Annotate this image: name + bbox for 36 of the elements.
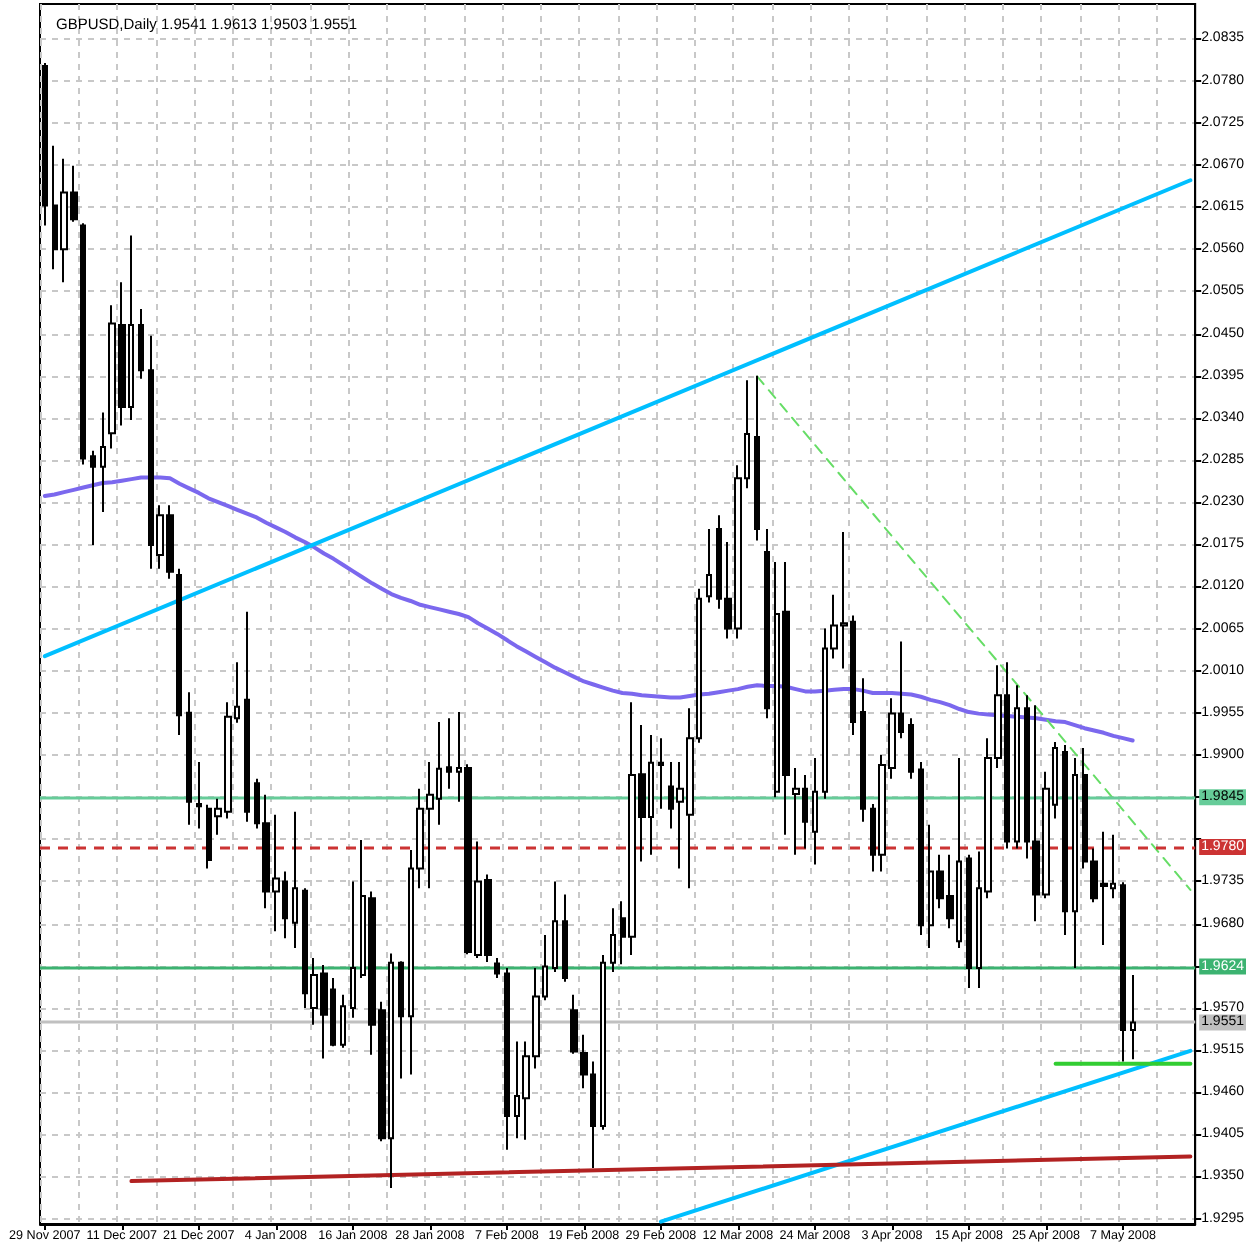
candlestick	[398, 960, 404, 1080]
line-series	[42, 475, 1135, 743]
candlestick	[1072, 757, 1078, 970]
candlestick	[80, 222, 86, 466]
candlestick	[1130, 973, 1136, 1061]
candlestick	[1014, 684, 1020, 850]
candlestick	[292, 810, 298, 950]
candlestick	[244, 610, 250, 823]
candlestick	[1120, 881, 1126, 1063]
candlestick	[186, 691, 192, 826]
candlestick	[918, 760, 924, 937]
candlestick	[764, 527, 770, 720]
candlestick	[600, 954, 606, 1131]
candlestick	[350, 880, 356, 1019]
candlestick	[610, 907, 616, 973]
candlestick	[792, 767, 800, 856]
candlestick	[90, 449, 96, 547]
candlestick	[504, 967, 510, 1151]
candlestick	[100, 411, 106, 514]
candlestick	[966, 853, 972, 989]
candlestick	[1062, 744, 1068, 937]
candlestick	[562, 893, 568, 983]
candlestick	[196, 760, 202, 830]
candlestick	[176, 567, 182, 737]
candlestick	[754, 374, 760, 542]
candlestick	[494, 957, 500, 980]
candlestick	[340, 993, 346, 1049]
candlestick	[138, 308, 144, 380]
candlestick	[812, 757, 818, 866]
candlestick	[658, 737, 664, 810]
candlestick	[860, 677, 866, 823]
candlestick	[446, 717, 452, 790]
candlestick	[552, 880, 558, 973]
candlestick	[782, 560, 790, 836]
candlestick	[706, 527, 712, 604]
candlestick	[908, 717, 914, 780]
